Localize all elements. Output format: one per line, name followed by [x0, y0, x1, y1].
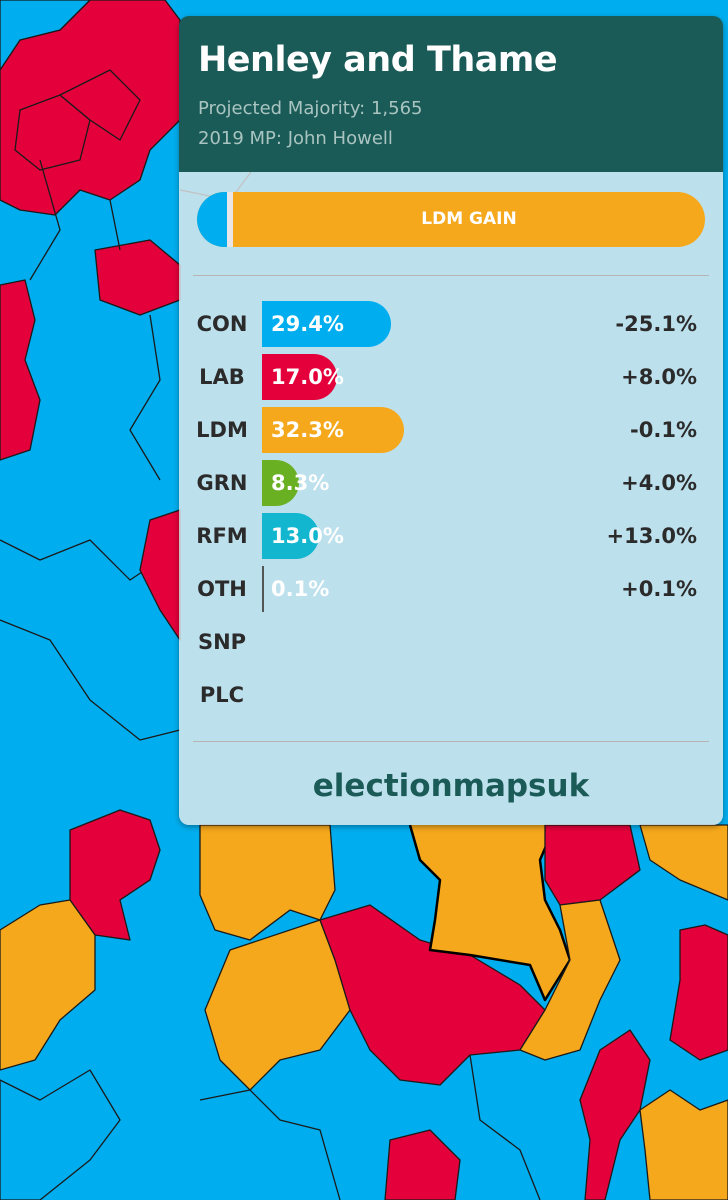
vote-share-label: 32.3% — [271, 418, 344, 442]
projected-majority: Projected Majority: 1,565 — [198, 98, 423, 119]
vote-change: +8.0% — [621, 365, 697, 389]
card-header: Henley and Thame Projected Majority: 1,5… — [179, 16, 723, 172]
party-row: SNP — [179, 619, 723, 665]
vote-change: -0.1% — [630, 418, 697, 442]
party-code: LDM — [196, 418, 248, 442]
party-row: RFM 13.0% +13.0% — [179, 513, 723, 559]
party-code: LAB — [199, 365, 245, 389]
constituency-ldm-south-east — [519, 899, 621, 1061]
party-code: PLC — [199, 683, 245, 707]
result-gain-bar: LDM GAIN — [197, 192, 705, 247]
vote-change: -25.1% — [615, 312, 697, 336]
vote-share-label: 17.0% — [271, 365, 344, 389]
constituency-lab-east — [669, 924, 728, 1061]
party-code: CON — [196, 312, 248, 336]
constituency-lab-mid-west — [139, 509, 181, 641]
constituency-con-north — [0, 0, 91, 71]
gain-label: LDM GAIN — [421, 209, 517, 229]
party-code: SNP — [197, 630, 247, 654]
constituency-ldm-far-south-east — [639, 1089, 728, 1200]
party-code: RFM — [196, 524, 248, 548]
party-row: PLC — [179, 672, 723, 718]
constituency-lab-south-centre — [319, 904, 546, 1086]
vote-share-label: 29.4% — [271, 312, 344, 336]
constituency-lab-south-east — [579, 1029, 651, 1200]
constituency-title: Henley and Thame — [198, 40, 558, 80]
gain-separator — [227, 192, 233, 247]
vote-share-label: 13.0% — [271, 524, 344, 548]
vote-share-bar: 13.0% — [262, 513, 344, 559]
vote-share-bar: 8.3% — [262, 460, 329, 506]
constituency-ldm-south — [199, 824, 336, 941]
vote-change: +13.0% — [606, 524, 697, 548]
divider-bottom — [193, 741, 709, 742]
vote-share-bar: 17.0% — [262, 354, 344, 400]
constituency-info-card: Henley and Thame Projected Majority: 1,5… — [179, 16, 723, 825]
vote-share-label: 0.1% — [271, 577, 330, 601]
party-row: GRN 8.3% +4.0% — [179, 460, 723, 506]
constituency-lab-west-2 — [0, 279, 41, 461]
party-row: LAB 17.0% +8.0% — [179, 354, 723, 400]
vote-change: +0.1% — [621, 577, 697, 601]
gain-from-segment — [197, 192, 227, 247]
constituency-ldm-east — [639, 824, 728, 901]
vote-share-bar: 29.4% — [262, 301, 392, 347]
vote-share-bar: 32.3% — [262, 407, 405, 453]
constituency-henley-thame-outline — [408, 824, 572, 1002]
brand-wordmark: electionmapsuk — [312, 768, 590, 804]
constituency-ldm-south-west — [0, 899, 96, 1071]
vote-share-bar: 0.1% — [262, 566, 329, 612]
vote-change: +4.0% — [621, 471, 697, 495]
party-row: CON 29.4% -25.1% — [179, 301, 723, 347]
previous-mp: 2019 MP: John Howell — [198, 128, 393, 149]
divider-top — [193, 275, 709, 276]
vote-share-label: 8.3% — [271, 471, 330, 495]
party-row: LDM 32.3% -0.1% — [179, 407, 723, 453]
party-code: OTH — [197, 577, 247, 601]
party-row: OTH 0.1% +0.1% — [179, 566, 723, 612]
party-code: GRN — [196, 471, 248, 495]
